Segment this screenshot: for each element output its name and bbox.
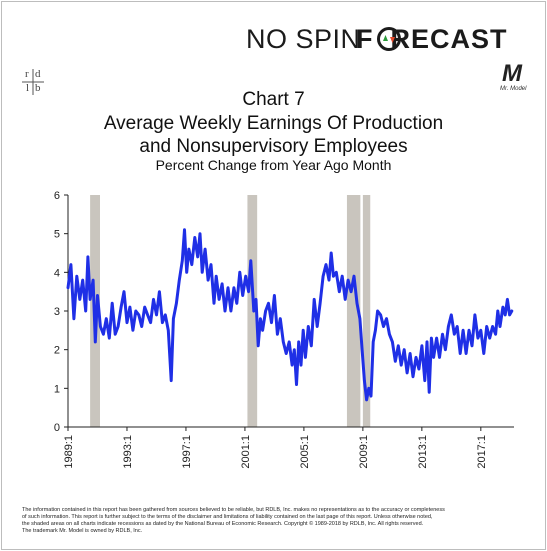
y-tick-label: 4	[54, 267, 60, 279]
y-tick-label: 0	[54, 422, 60, 434]
mr-model-logo: M Mr. Model	[500, 62, 532, 96]
chart-title-line3: and Nonsupervisory Employees	[139, 136, 408, 157]
x-tick-label: 2013:1	[417, 435, 429, 469]
x-tick-label: 1989:1	[63, 435, 75, 469]
y-tick-label: 5	[54, 229, 60, 241]
x-tick-label: 2017:1	[476, 435, 488, 469]
x-tick-label: 1997:1	[181, 435, 193, 469]
disclaimer-line2: of such information. This report is furt…	[22, 514, 433, 520]
brand-right-text: F RECAST	[356, 24, 508, 54]
y-tick-label: 3	[54, 306, 60, 318]
no-spin-forecast-logo: NO SPIN F RECAST	[246, 20, 532, 60]
y-tick-label: 1	[54, 383, 60, 395]
series-line	[66, 228, 514, 402]
x-tick-label: 2009:1	[358, 435, 370, 469]
rdlb-letter-r: r	[25, 68, 29, 80]
forecast-o-icon	[377, 27, 401, 51]
x-tick-label: 1993:1	[122, 435, 134, 469]
rdlb-logo: r d l b	[20, 68, 46, 96]
recession-band	[346, 195, 361, 427]
recession-band	[362, 195, 371, 427]
disclaimer-footer: The information contained in this report…	[22, 507, 537, 535]
x-tick-label: 2001:1	[240, 435, 252, 469]
brand-left-text: NO SPIN	[246, 24, 361, 54]
y-tick-label: 6	[54, 190, 60, 202]
disclaimer-line4: The trademark Mr. Model is owned by RDLB…	[22, 528, 143, 534]
disclaimer-line1: The information contained in this report…	[22, 507, 445, 513]
chart-title-line1: Chart 7	[242, 89, 305, 110]
mr-model-text: Mr. Model	[500, 86, 527, 92]
rdlb-letter-d: d	[35, 68, 41, 80]
chart-title-line2: Average Weekly Earnings Of Production	[103, 113, 444, 134]
x-tick-label: 2005:1	[299, 435, 311, 469]
rdlb-letter-l: l	[26, 82, 30, 94]
rdlb-letter-b: b	[35, 82, 41, 94]
y-tick-label: 2	[54, 345, 60, 357]
chart-subtitle: Percent Change from Year Ago Month	[155, 157, 392, 173]
disclaimer-line3: the shaded areas on all charts indicate …	[22, 521, 424, 527]
mr-model-mark: M	[502, 60, 522, 87]
